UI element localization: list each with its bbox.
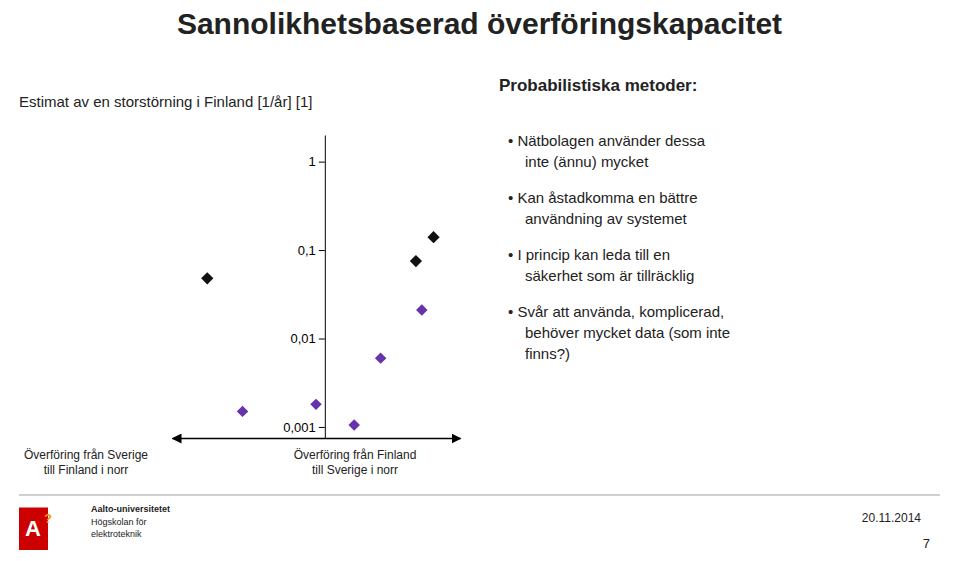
bullet-line: användning av systemet	[525, 210, 688, 227]
point	[416, 304, 427, 315]
bullet-line: • Kan åstadkomma en bättre	[508, 189, 698, 206]
panel-title-line: Probabilistiska metoder:	[499, 76, 697, 95]
point	[375, 352, 386, 363]
bullet-line: • I princip kan leda till en	[508, 246, 670, 263]
region-label: Överföring från Finlandtill Sverige i no…	[294, 448, 417, 477]
y-tick-mark	[319, 339, 325, 340]
series	[201, 231, 440, 284]
subtitle: Estimat av en storstörning i Finland [1/…	[19, 93, 312, 110]
bullet-line: • Svår att använda, komplicerad,	[508, 303, 724, 320]
bullet-line: • Nätbolagen använder dessa	[508, 132, 706, 149]
footer-page-line: 7	[923, 536, 930, 551]
y-tick: 0,01	[291, 331, 325, 346]
footer-date-line: 20.11.2014	[862, 511, 921, 525]
bullet-line: säkerhet som är tillräcklig	[525, 267, 694, 284]
y-tick-mark	[319, 427, 325, 428]
bullet: • Nätbolagen använder dessa inte (ännu) m…	[508, 132, 706, 170]
y-tick-label: 0,1	[298, 243, 316, 258]
footer-text: elektroteknik	[91, 529, 142, 539]
plot-area	[201, 231, 440, 431]
footer-text: Aalto-universitetet	[91, 504, 170, 514]
y-tick: 0,1	[298, 243, 325, 258]
bullet-line: finns?)	[525, 345, 570, 362]
y-tick: 1	[309, 154, 325, 169]
point	[201, 272, 213, 284]
y-axis: 1 0,1 0,01 0,001	[283, 136, 325, 439]
logo-mark: ?	[44, 511, 52, 526]
region-label: Överföring från Sverigetill Finland i no…	[24, 448, 148, 477]
y-axis-line	[325, 136, 326, 439]
point	[348, 419, 359, 430]
bullet: • I princip kan leda till en säkerhet som…	[508, 246, 694, 284]
bullet-line: inte (ännu) mycket	[525, 153, 649, 170]
logo-letter: A	[25, 516, 41, 541]
chart: Sannolikhetsbaserad överföringskapacitet…	[0, 0, 959, 561]
point	[410, 255, 422, 267]
series	[237, 304, 428, 431]
y-tick-label: 0,01	[291, 331, 316, 346]
y-tick: 0,001	[283, 420, 325, 435]
point	[237, 406, 248, 417]
footer-date: 20.11.2014	[862, 511, 921, 525]
x-axis	[173, 438, 461, 439]
bullet-line: behöver mycket data (som inte	[525, 324, 730, 341]
title: Sannolikhetsbaserad överföringskapacitet	[177, 7, 782, 40]
panel-title: Probabilistiska metoder:	[499, 76, 697, 95]
region-label-line: Överföring från Finland	[294, 448, 417, 462]
region-label-line: till Finland i norr	[44, 463, 129, 477]
region-label-line: till Sverige i norr	[312, 463, 398, 477]
point	[310, 399, 321, 410]
footer-text-line: Aalto-universitetet	[91, 504, 170, 514]
footer-text-line: Högskolan för	[91, 517, 147, 527]
x-axis-line	[173, 438, 461, 440]
y-tick-label: 1	[309, 154, 316, 169]
footer-line	[19, 495, 940, 496]
footer-text: Högskolan för	[91, 517, 147, 527]
y-tick-label: 0,001	[283, 420, 316, 435]
footer-page: 7	[923, 536, 930, 551]
footer-text-line: elektroteknik	[91, 529, 142, 539]
region-label-line: Överföring från Sverige	[24, 448, 148, 462]
y-tick-mark	[319, 162, 325, 163]
y-tick-mark	[319, 250, 325, 251]
point	[427, 231, 439, 243]
bullet: • Kan åstadkomma en bättre användning av …	[508, 189, 698, 227]
bullet: • Svår att använda, komplicerad, behöver …	[508, 303, 730, 362]
